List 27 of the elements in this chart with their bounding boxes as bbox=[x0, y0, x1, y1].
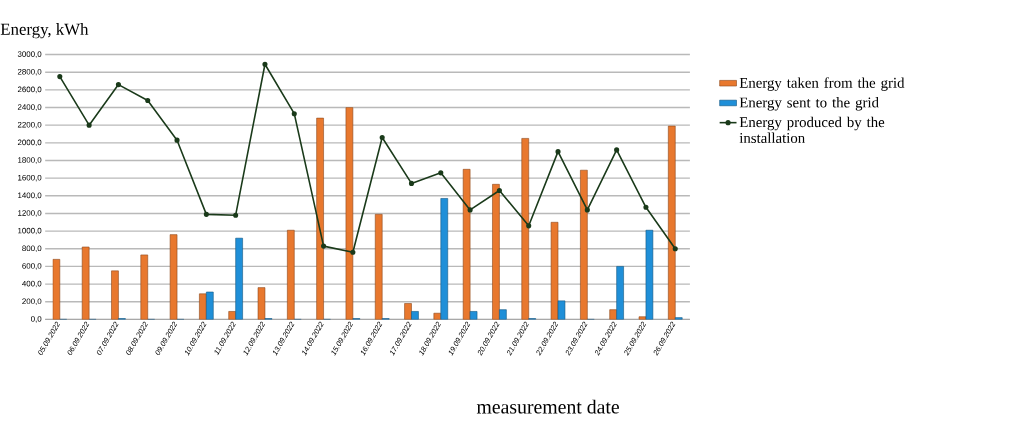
point bbox=[379, 135, 385, 141]
point bbox=[233, 212, 239, 219]
point bbox=[526, 223, 532, 229]
point bbox=[321, 243, 327, 249]
point bbox=[115, 82, 121, 88]
point bbox=[555, 149, 561, 155]
point bbox=[643, 204, 649, 211]
legend-label: Energy produced by the installation bbox=[739, 117, 885, 144]
point bbox=[291, 111, 297, 117]
y-axis-title: Energy, kWh bbox=[0, 23, 89, 39]
legend-label: Energy taken from the grid bbox=[739, 77, 905, 92]
point bbox=[86, 122, 92, 128]
point bbox=[350, 249, 356, 256]
point bbox=[408, 181, 415, 187]
point bbox=[614, 147, 620, 153]
legend-label: Energy sent to the grid bbox=[739, 97, 879, 111]
point bbox=[496, 188, 502, 194]
point bbox=[145, 98, 151, 104]
point bbox=[262, 61, 268, 68]
point bbox=[174, 137, 180, 144]
point bbox=[672, 246, 678, 252]
point bbox=[57, 74, 63, 80]
point bbox=[203, 212, 209, 218]
point bbox=[467, 207, 473, 213]
point bbox=[584, 207, 590, 213]
x-axis-title: measurement date bbox=[476, 399, 619, 414]
point bbox=[438, 170, 444, 176]
